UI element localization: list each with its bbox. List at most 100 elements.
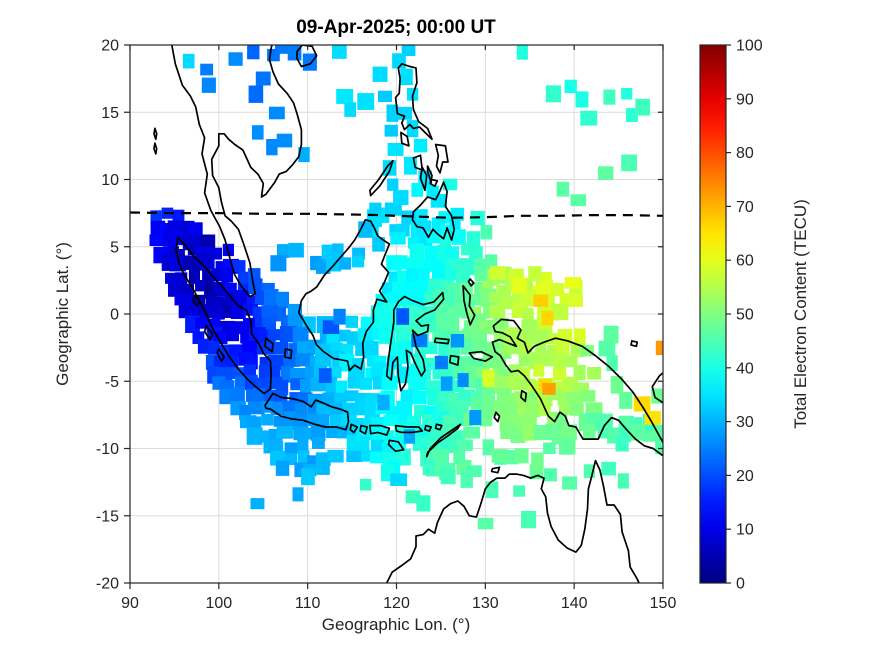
data-square bbox=[573, 328, 586, 346]
data-square bbox=[387, 178, 399, 191]
data-square bbox=[538, 350, 555, 367]
data-square bbox=[302, 53, 317, 71]
data-square bbox=[301, 468, 315, 486]
data-square bbox=[270, 255, 287, 272]
coastline bbox=[394, 424, 424, 434]
data-square bbox=[246, 389, 258, 402]
data-square bbox=[407, 237, 423, 249]
data-square bbox=[183, 255, 198, 270]
coastline bbox=[434, 423, 443, 431]
data-square bbox=[555, 341, 570, 357]
data-square bbox=[507, 376, 521, 391]
data-square bbox=[606, 355, 618, 371]
data-square bbox=[434, 449, 449, 467]
data-square bbox=[297, 392, 313, 404]
data-square bbox=[655, 340, 663, 356]
data-square bbox=[300, 379, 312, 395]
coastline bbox=[264, 337, 274, 353]
coastline bbox=[359, 424, 369, 435]
tec-data-cells bbox=[149, 45, 663, 530]
data-square bbox=[219, 389, 232, 405]
data-square bbox=[221, 355, 239, 369]
data-square bbox=[435, 402, 447, 416]
coastline bbox=[400, 131, 410, 147]
coastline bbox=[468, 350, 494, 362]
y-tick-label: -5 bbox=[105, 374, 119, 391]
data-square bbox=[515, 448, 529, 464]
data-square bbox=[261, 413, 274, 426]
data-square bbox=[534, 425, 548, 441]
data-square bbox=[284, 442, 301, 454]
data-square bbox=[581, 390, 596, 402]
coastline bbox=[651, 371, 663, 404]
data-square bbox=[635, 98, 651, 116]
coastline bbox=[153, 127, 158, 141]
data-square bbox=[358, 436, 370, 453]
data-square bbox=[570, 194, 587, 207]
data-square bbox=[542, 383, 556, 395]
data-square bbox=[601, 461, 616, 476]
data-square bbox=[394, 255, 408, 270]
data-square bbox=[587, 367, 602, 380]
data-square bbox=[432, 362, 445, 380]
data-square bbox=[469, 293, 485, 306]
data-square bbox=[417, 316, 434, 332]
coastline bbox=[387, 439, 405, 453]
data-square bbox=[619, 391, 633, 409]
data-square bbox=[532, 285, 545, 298]
data-square bbox=[325, 376, 338, 395]
data-square bbox=[232, 260, 246, 272]
data-square bbox=[457, 373, 469, 387]
data-square bbox=[460, 471, 473, 488]
data-square bbox=[528, 266, 542, 282]
data-square bbox=[261, 305, 278, 318]
data-square bbox=[521, 319, 538, 334]
coastline bbox=[297, 218, 391, 372]
x-tick-label: 110 bbox=[295, 595, 321, 612]
data-square bbox=[255, 71, 271, 86]
coastline bbox=[429, 178, 439, 188]
data-square bbox=[213, 330, 228, 345]
colorbar-tick-label: 0 bbox=[736, 576, 745, 593]
data-square bbox=[531, 452, 544, 471]
data-square bbox=[428, 439, 440, 456]
data-square bbox=[442, 415, 459, 431]
data-square bbox=[310, 255, 322, 271]
data-square bbox=[312, 437, 325, 449]
data-square bbox=[168, 231, 184, 246]
data-square bbox=[333, 308, 346, 325]
data-square bbox=[509, 364, 522, 380]
data-square bbox=[416, 209, 428, 222]
data-square bbox=[439, 434, 452, 452]
data-square bbox=[396, 352, 411, 364]
data-square bbox=[617, 473, 629, 489]
data-square bbox=[303, 427, 316, 440]
data-square bbox=[412, 390, 427, 405]
x-tick-label: 120 bbox=[383, 595, 410, 612]
data-square bbox=[560, 424, 577, 441]
coastline bbox=[349, 423, 359, 434]
data-square bbox=[382, 160, 397, 176]
data-square bbox=[161, 253, 174, 271]
data-square bbox=[479, 414, 493, 427]
data-square bbox=[383, 415, 400, 427]
data-square bbox=[252, 306, 270, 319]
coastline bbox=[424, 424, 432, 432]
data-square bbox=[448, 341, 461, 358]
data-square bbox=[351, 255, 365, 268]
data-square bbox=[346, 435, 361, 453]
data-square bbox=[345, 315, 358, 328]
data-square bbox=[242, 341, 258, 355]
data-square bbox=[553, 353, 566, 370]
data-square bbox=[494, 329, 506, 344]
data-square bbox=[248, 278, 263, 295]
data-square bbox=[332, 243, 344, 259]
data-square bbox=[558, 437, 576, 455]
data-square bbox=[269, 106, 285, 120]
data-square bbox=[174, 272, 188, 284]
data-square bbox=[524, 413, 537, 426]
data-square bbox=[427, 390, 440, 406]
data-square bbox=[248, 85, 264, 103]
y-tick-label: 10 bbox=[101, 172, 119, 189]
